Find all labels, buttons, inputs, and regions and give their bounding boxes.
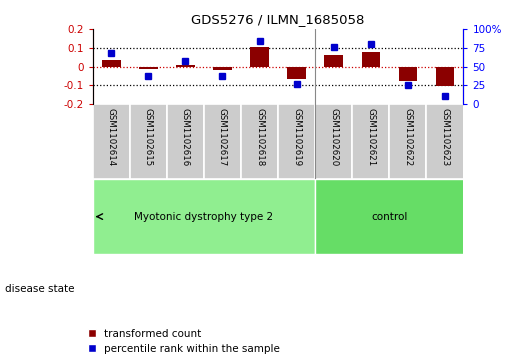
Text: GSM1102621: GSM1102621 xyxy=(366,108,375,166)
Bar xyxy=(102,60,121,66)
Text: disease state: disease state xyxy=(5,284,75,294)
Bar xyxy=(176,65,195,66)
Bar xyxy=(250,48,269,66)
Text: Myotonic dystrophy type 2: Myotonic dystrophy type 2 xyxy=(134,212,273,221)
Legend: transformed count, percentile rank within the sample: transformed count, percentile rank withi… xyxy=(88,329,280,354)
Text: GSM1102620: GSM1102620 xyxy=(329,108,338,166)
Bar xyxy=(324,55,343,66)
Text: GSM1102618: GSM1102618 xyxy=(255,108,264,166)
Bar xyxy=(241,104,278,179)
Bar xyxy=(389,104,426,179)
Bar xyxy=(204,104,241,179)
Bar xyxy=(130,104,167,179)
Bar xyxy=(315,179,464,254)
Text: GSM1102623: GSM1102623 xyxy=(440,108,450,166)
Bar xyxy=(315,104,352,179)
Text: GSM1102615: GSM1102615 xyxy=(144,108,153,166)
Bar xyxy=(436,66,454,86)
Text: GSM1102616: GSM1102616 xyxy=(181,108,190,166)
Bar xyxy=(139,66,158,69)
Bar xyxy=(399,66,417,81)
Text: control: control xyxy=(371,212,407,221)
Bar xyxy=(93,104,130,179)
Bar xyxy=(167,104,204,179)
Title: GDS5276 / ILMN_1685058: GDS5276 / ILMN_1685058 xyxy=(192,13,365,26)
Text: GSM1102619: GSM1102619 xyxy=(292,108,301,166)
Bar xyxy=(93,179,315,254)
Bar xyxy=(362,52,380,66)
Bar xyxy=(287,66,306,79)
Text: GSM1102617: GSM1102617 xyxy=(218,108,227,166)
Bar xyxy=(426,104,464,179)
Bar xyxy=(352,104,389,179)
Bar xyxy=(213,66,232,70)
Bar xyxy=(278,104,315,179)
Text: GSM1102614: GSM1102614 xyxy=(107,108,116,166)
Text: GSM1102622: GSM1102622 xyxy=(403,108,413,166)
